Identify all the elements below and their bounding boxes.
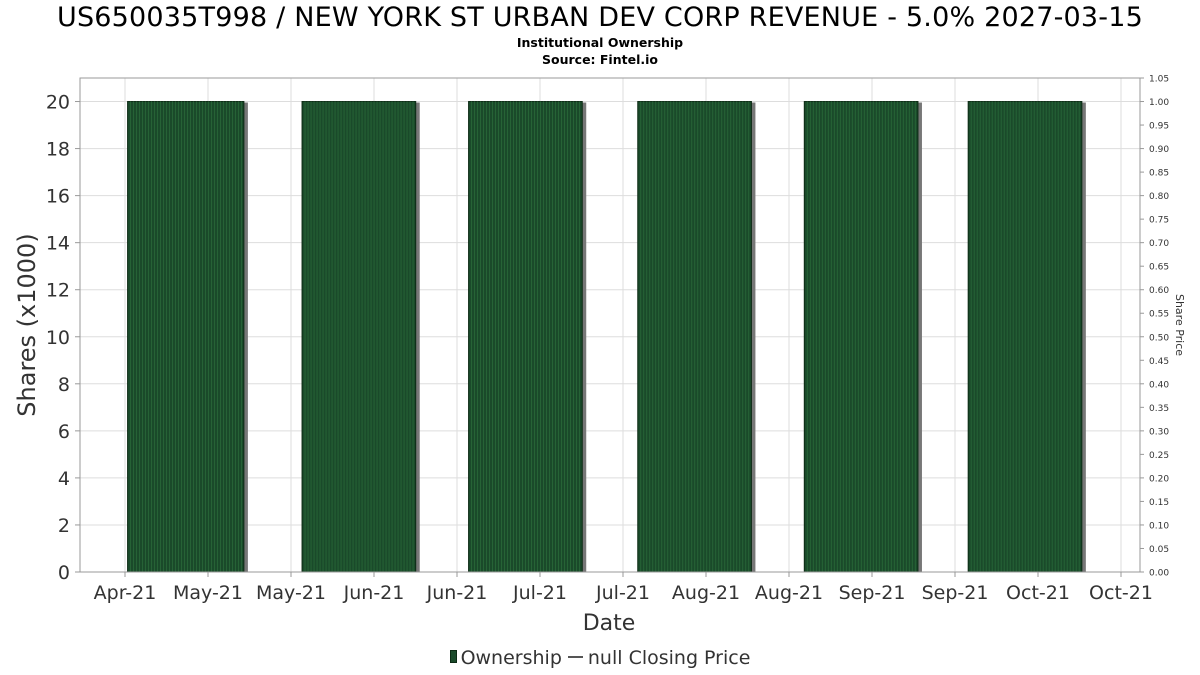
y-tick-label: 6	[58, 421, 70, 443]
x-axis-ticks: Apr-21 May-21 May-21 Jun-21 Jun-21 Jul-21 Jul-…	[94, 572, 1153, 604]
legend-ownership-label: Ownership	[460, 647, 562, 669]
ownership-bar	[967, 101, 1083, 573]
y2-tick-label: 0.60	[1149, 286, 1169, 296]
y2-tick-label: 0.20	[1149, 474, 1169, 484]
y2-axis-label: Share Price	[1173, 294, 1186, 356]
y2-tick-label: 1.05	[1149, 75, 1169, 85]
y2-axis-ticks: 0.00 0.05 0.10 0.15 0.20 0.25 0.30 0.35 0.40 0.45…	[1140, 75, 1169, 579]
ownership-bar-shadow	[415, 102, 420, 573]
ownership-bar-shadow	[917, 102, 922, 573]
y2-tick-label: 0.30	[1149, 427, 1169, 437]
x-tick-label: Jul-21	[512, 582, 567, 604]
y-tick-label: 10	[46, 327, 70, 349]
y-tick-label: 20	[46, 92, 70, 114]
plot-frame	[79, 77, 1141, 573]
x-tick-label: Aug-21	[672, 582, 740, 604]
chart-legend: Ownership null Closing Price	[0, 647, 1200, 669]
y2-tick-label: 0.35	[1149, 404, 1169, 414]
y2-tick-label: 0.85	[1149, 169, 1169, 179]
y2-tick-label: 0.05	[1149, 545, 1169, 555]
x-tick-label: Jun-21	[426, 582, 488, 604]
y-tick-label: 14	[46, 233, 70, 255]
chart-title: US650035T998 / NEW YORK ST URBAN DEV COR…	[56, 2, 1144, 33]
y2-tick-label: 0.40	[1149, 380, 1169, 390]
y-tick-label: 12	[46, 280, 70, 302]
y-tick-label: 18	[46, 139, 70, 161]
y2-tick-label: 0.55	[1149, 310, 1169, 320]
y-tick-label: 4	[58, 468, 70, 490]
ownership-bar-shadow	[243, 102, 248, 573]
ownership-bar-body	[127, 101, 245, 573]
y2-tick-label: 0.25	[1149, 451, 1169, 461]
ownership-bar	[127, 101, 245, 573]
y-tick-label: 16	[46, 186, 70, 208]
ownership-legend-swatch	[449, 650, 457, 663]
y-tick-label: 8	[58, 374, 70, 396]
chart-subtitle-source: Source: Fintel.io	[542, 52, 658, 67]
ownership-bar	[637, 101, 752, 573]
ownership-bar-shadow	[1081, 102, 1086, 573]
y2-tick-label: 0.65	[1149, 263, 1169, 273]
chart-subtitle-ownership: Institutional Ownership	[516, 35, 684, 50]
x-tick-label: Apr-21	[94, 582, 157, 604]
y2-tick-label: 0.70	[1149, 239, 1169, 249]
ownership-bar-shadow	[582, 102, 587, 573]
y-tick-label: 0	[58, 562, 70, 584]
x-tick-label: Oct-21	[1089, 582, 1153, 604]
y2-tick-label: 0.95	[1149, 122, 1169, 132]
y2-tick-label: 0.80	[1149, 192, 1169, 202]
x-tick-label: Sep-21	[922, 582, 989, 604]
y2-tick-label: 0.00	[1149, 569, 1169, 579]
price-legend-line	[567, 656, 583, 658]
y-tick-label: 2	[58, 515, 70, 537]
y2-tick-label: 1.00	[1149, 98, 1169, 108]
y2-tick-label: 0.10	[1149, 521, 1169, 531]
x-tick-label: May-21	[256, 582, 326, 604]
y2-tick-label: 0.50	[1149, 333, 1169, 343]
ownership-bar	[803, 101, 919, 573]
ownership-bar	[301, 101, 417, 573]
x-axis-label: Date	[583, 611, 636, 636]
y2-tick-label: 0.15	[1149, 498, 1169, 508]
x-tick-label: Oct-21	[1006, 582, 1070, 604]
x-tick-label: May-21	[173, 582, 243, 604]
y-axis-ticks: 0 2 4 6 8 10 12 14 16 18 20	[46, 92, 80, 584]
x-tick-label: Jun-21	[343, 582, 405, 604]
y2-tick-label: 0.90	[1149, 145, 1169, 155]
y2-tick-label: 0.45	[1149, 357, 1169, 367]
y-axis-label: Shares (x1000)	[13, 233, 41, 416]
y2-tick-label: 0.75	[1149, 216, 1169, 226]
x-tick-label: Sep-21	[839, 582, 906, 604]
x-tick-label: Aug-21	[755, 582, 823, 604]
ownership-bar	[468, 101, 583, 573]
ownership-bar-shadow	[751, 102, 756, 573]
x-tick-label: Jul-21	[595, 582, 650, 604]
legend-price-label: null Closing Price	[587, 647, 751, 669]
